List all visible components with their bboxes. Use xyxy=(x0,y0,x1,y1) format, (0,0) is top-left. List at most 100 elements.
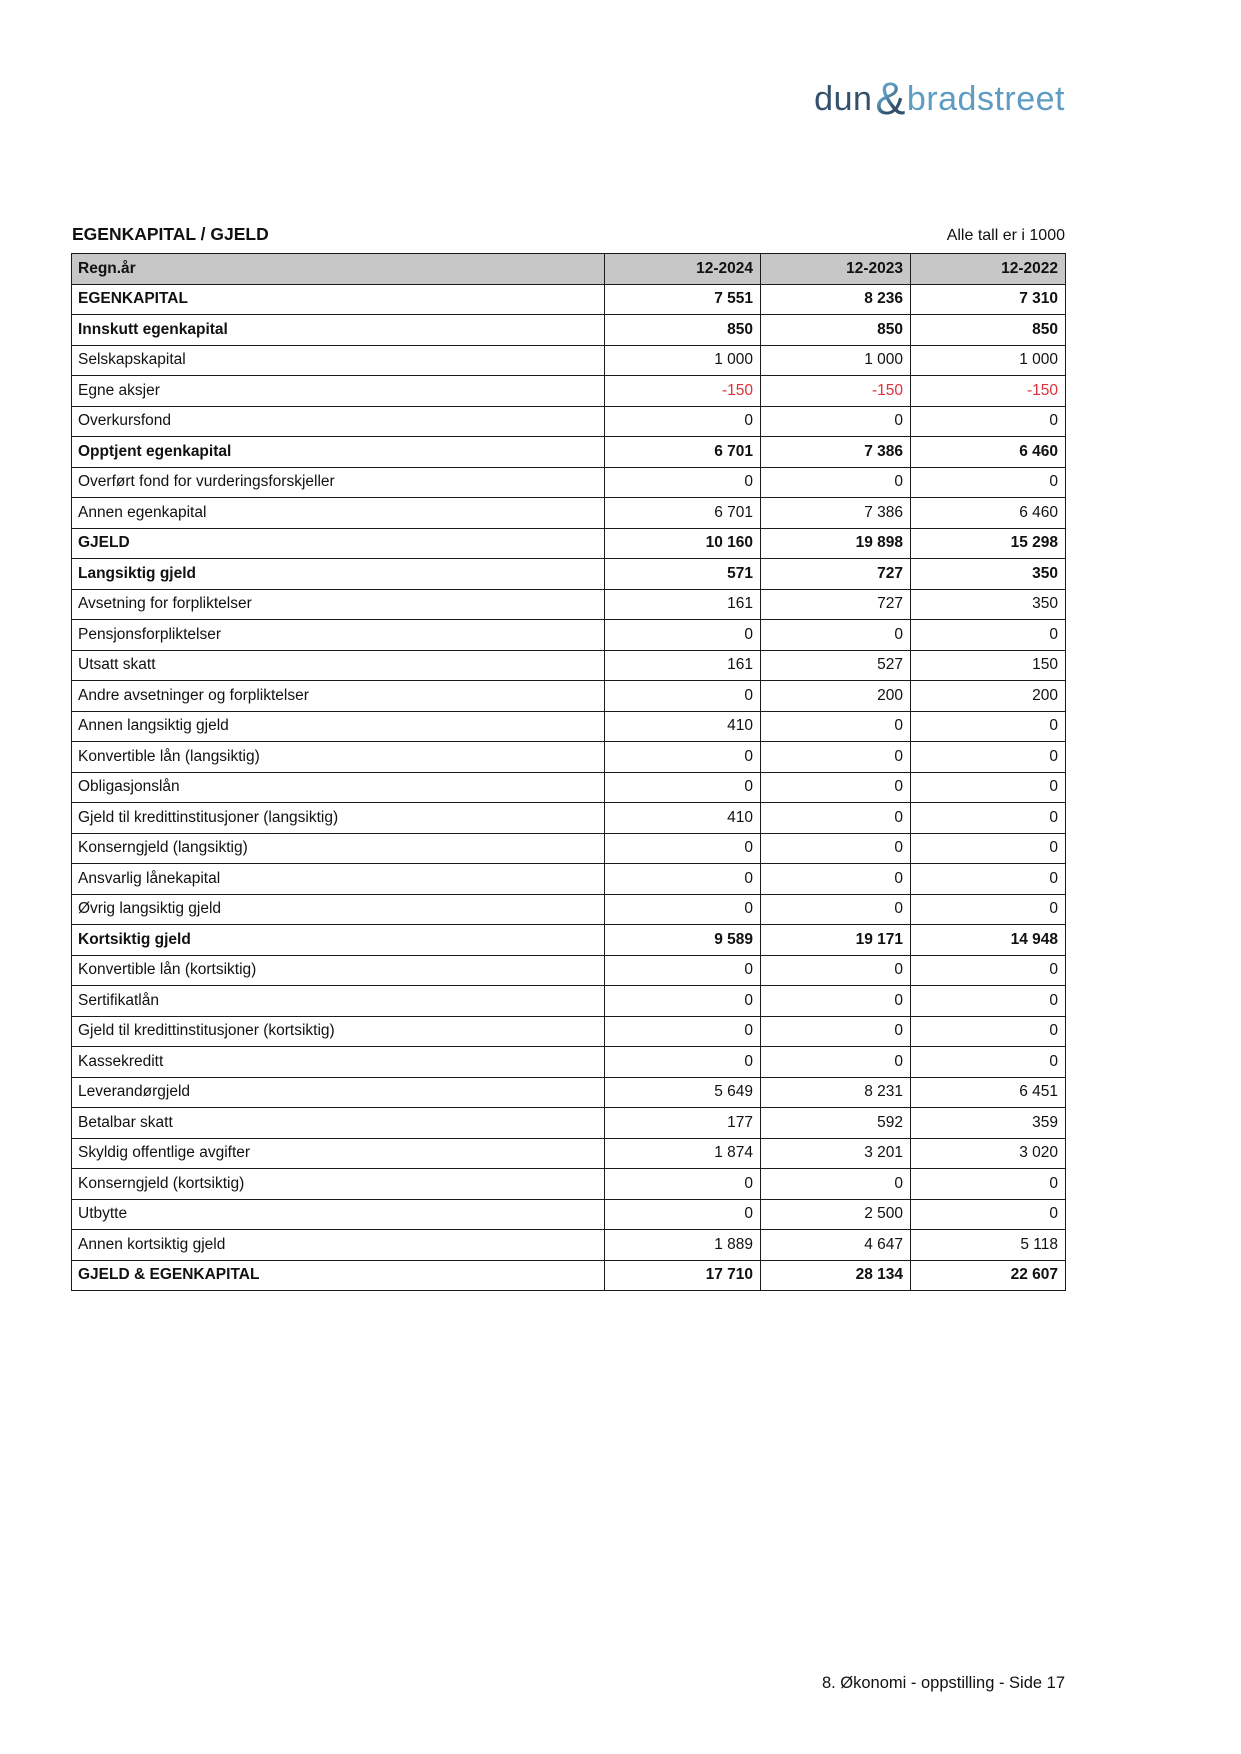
table-row: GJELD 10 160 19 898 15 298 xyxy=(71,527,1066,559)
cell-value: 0 xyxy=(604,1015,761,1047)
cell-value: 0 xyxy=(604,863,761,895)
column-header-2024: 12-2024 xyxy=(604,253,761,285)
cell-value: 359 xyxy=(910,1107,1066,1139)
table-row: EGENKAPITAL 7 551 8 236 7 310 xyxy=(71,283,1066,315)
cell-value: 0 xyxy=(760,802,911,834)
column-header-2023: 12-2023 xyxy=(760,253,911,285)
cell-value: 0 xyxy=(910,1046,1066,1078)
table-row: Betalbar skatt 177 592 359 xyxy=(71,1107,1066,1139)
cell-value: 7 551 xyxy=(604,283,761,315)
cell-value: 0 xyxy=(910,1198,1066,1230)
cell-value: 727 xyxy=(760,558,911,590)
cell-value: 28 134 xyxy=(760,1259,911,1291)
row-label: Egne aksjer xyxy=(71,375,605,407)
cell-value: 6 451 xyxy=(910,1076,1066,1108)
row-label: Langsiktig gjeld xyxy=(71,558,605,590)
row-label: Opptjent egenkapital xyxy=(71,436,605,468)
table-row: Langsiktig gjeld 571 727 350 xyxy=(71,558,1066,590)
cell-value: 0 xyxy=(910,741,1066,773)
cell-value: 0 xyxy=(760,619,911,651)
column-header-regnaar: Regn.år xyxy=(71,253,605,285)
row-label: Kortsiktig gjeld xyxy=(71,924,605,956)
row-label: Selskapskapital xyxy=(71,344,605,376)
cell-value: 410 xyxy=(604,802,761,834)
table-row: Kortsiktig gjeld 9 589 19 171 14 948 xyxy=(71,924,1066,956)
cell-value: 727 xyxy=(760,588,911,620)
table-row: Konvertible lån (kortsiktig) 0 0 0 xyxy=(71,954,1066,986)
row-label: Andre avsetninger og forpliktelser xyxy=(71,680,605,712)
table-row: Opptjent egenkapital 6 701 7 386 6 460 xyxy=(71,436,1066,468)
cell-value: 0 xyxy=(910,802,1066,834)
cell-value: 0 xyxy=(604,771,761,803)
table-row: GJELD & EGENKAPITAL 17 710 28 134 22 607 xyxy=(71,1259,1066,1291)
cell-value: 850 xyxy=(910,314,1066,346)
cell-value: 0 xyxy=(910,405,1066,437)
cell-value: 0 xyxy=(910,619,1066,651)
cell-value: 7 310 xyxy=(910,283,1066,315)
row-label: Konvertible lån (kortsiktig) xyxy=(71,954,605,986)
balance-sheet-table: Regn.år 12-2024 12-2023 12-2022 EGENKAPI… xyxy=(71,253,1066,1291)
cell-value: 5 118 xyxy=(910,1229,1066,1261)
row-label: Utsatt skatt xyxy=(71,649,605,681)
section-header: EGENKAPITAL / GJELD Alle tall er i 1000 xyxy=(72,224,1065,245)
cell-value: 0 xyxy=(604,1046,761,1078)
row-label: Konvertible lån (langsiktig) xyxy=(71,741,605,773)
cell-value: 8 236 xyxy=(760,283,911,315)
row-label: Gjeld til kredittinstitusjoner (kortsikt… xyxy=(71,1015,605,1047)
cell-value: 0 xyxy=(604,954,761,986)
row-label: Utbytte xyxy=(71,1198,605,1230)
dun-bradstreet-logo: dun&bradstreet xyxy=(72,76,1065,121)
cell-value: 1 889 xyxy=(604,1229,761,1261)
table-row: Andre avsetninger og forpliktelser 0 200 20… xyxy=(71,680,1066,712)
row-label: Overført fond for vurderingsforskjeller xyxy=(71,466,605,498)
table-row: Annen langsiktig gjeld 410 0 0 xyxy=(71,710,1066,742)
cell-value: 14 948 xyxy=(910,924,1066,956)
cell-value: 350 xyxy=(910,588,1066,620)
table-row: Gjeld til kredittinstitusjoner (kortsikt… xyxy=(71,1015,1066,1047)
cell-value: 592 xyxy=(760,1107,911,1139)
cell-value: 0 xyxy=(760,832,911,864)
cell-value: 0 xyxy=(760,863,911,895)
cell-value: 0 xyxy=(604,985,761,1017)
cell-value: 0 xyxy=(604,741,761,773)
cell-value: 850 xyxy=(760,314,911,346)
cell-value: 0 xyxy=(910,863,1066,895)
cell-value: 177 xyxy=(604,1107,761,1139)
table-row: Overkursfond 0 0 0 xyxy=(71,405,1066,437)
cell-value: 571 xyxy=(604,558,761,590)
cell-value: -150 xyxy=(604,375,761,407)
ampersand-icon: & xyxy=(875,73,906,124)
cell-value: 5 649 xyxy=(604,1076,761,1108)
cell-value: 7 386 xyxy=(760,497,911,529)
cell-value: 0 xyxy=(760,405,911,437)
cell-value: 19 898 xyxy=(760,527,911,559)
row-label: Skyldig offentlige avgifter xyxy=(71,1137,605,1169)
cell-value: 0 xyxy=(760,741,911,773)
table-row: Overført fond for vurderingsforskjeller 0… xyxy=(71,466,1066,498)
cell-value: 1 874 xyxy=(604,1137,761,1169)
cell-value: 0 xyxy=(910,466,1066,498)
row-label: Avsetning for forpliktelser xyxy=(71,588,605,620)
table-row: Innskutt egenkapital 850 850 850 xyxy=(71,314,1066,346)
table-row: Ansvarlig lånekapital 0 0 0 xyxy=(71,863,1066,895)
cell-value: 22 607 xyxy=(910,1259,1066,1291)
row-label: GJELD & EGENKAPITAL xyxy=(71,1259,605,1291)
cell-value: 17 710 xyxy=(604,1259,761,1291)
table-row: Skyldig offentlige avgifter 1 874 3 201 3 0… xyxy=(71,1137,1066,1169)
cell-value: 0 xyxy=(760,466,911,498)
table-row: Konvertible lån (langsiktig) 0 0 0 xyxy=(71,741,1066,773)
cell-value: 0 xyxy=(604,405,761,437)
cell-value: 19 171 xyxy=(760,924,911,956)
table-row: Pensjonsforpliktelser 0 0 0 xyxy=(71,619,1066,651)
cell-value: 0 xyxy=(910,1168,1066,1200)
cell-value: 0 xyxy=(910,832,1066,864)
cell-value: 3 201 xyxy=(760,1137,911,1169)
cell-value: 0 xyxy=(604,832,761,864)
cell-value: 0 xyxy=(910,771,1066,803)
cell-value: 10 160 xyxy=(604,527,761,559)
cell-value: 1 000 xyxy=(760,344,911,376)
row-label: EGENKAPITAL xyxy=(71,283,605,315)
cell-value: 15 298 xyxy=(910,527,1066,559)
row-label: Ansvarlig lånekapital xyxy=(71,863,605,895)
